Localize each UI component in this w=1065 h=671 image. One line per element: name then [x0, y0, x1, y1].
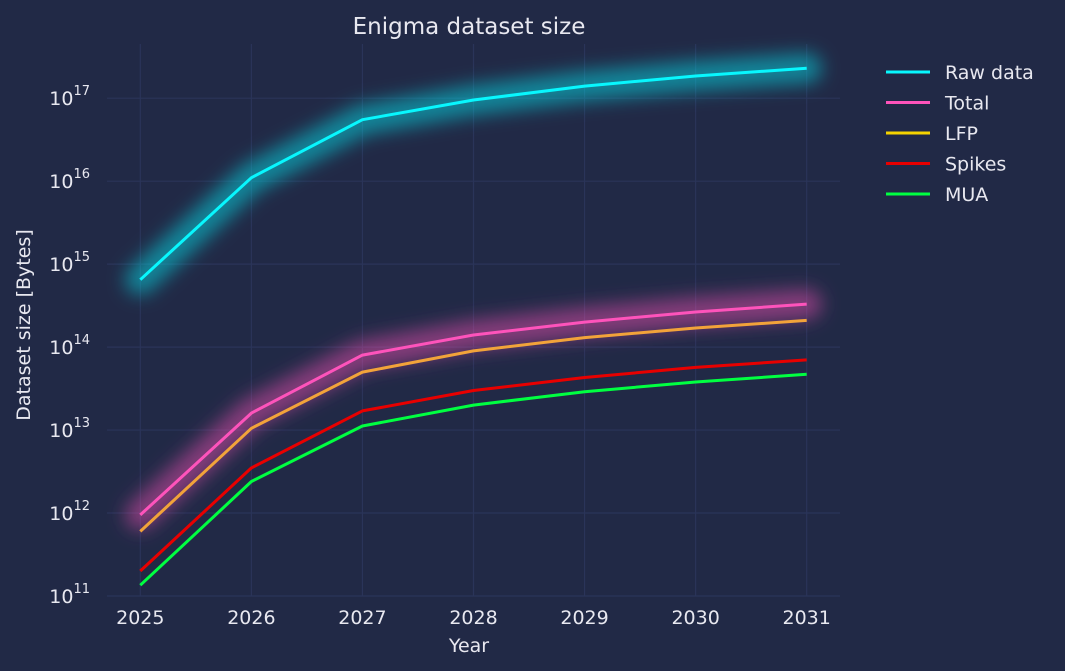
y-tick-label: 1012 [49, 499, 90, 525]
series-line-raw-data [139, 66, 807, 281]
legend-label: Total [944, 93, 989, 115]
x-tick-label: 2029 [560, 607, 608, 629]
series-line-total [139, 302, 807, 517]
y-tick-label: 1013 [49, 416, 90, 442]
legend-label: Spikes [945, 154, 1006, 176]
y-tick-label: 1017 [49, 84, 90, 110]
y-tick-label: 1015 [49, 250, 90, 276]
y-axis-ticks: 1011 1012 1013 1014 1015 1016 1017 [49, 84, 90, 608]
series-layer [139, 66, 807, 587]
legend-label: Raw data [945, 62, 1034, 84]
series-line-spikes [139, 358, 807, 573]
legend-item-mua: MUA [886, 184, 988, 206]
legend-item-lfp: LFP [886, 123, 978, 145]
x-tick-label: 2025 [116, 607, 164, 629]
legend-item-total: Total [886, 93, 989, 115]
x-axis-label: Year [448, 635, 489, 657]
x-tick-label: 2027 [338, 607, 386, 629]
legend-label: LFP [945, 123, 978, 145]
legend: Raw data Total LFP Spikes MUA [886, 62, 1034, 206]
x-tick-label: 2028 [449, 607, 497, 629]
chart-title: Enigma dataset size [353, 14, 586, 40]
legend-label: MUA [945, 184, 988, 206]
series-line-mua [139, 372, 807, 587]
legend-item-raw-data: Raw data [886, 62, 1034, 84]
y-tick-label: 1016 [49, 167, 90, 193]
legend-item-spikes: Spikes [886, 154, 1006, 176]
y-tick-label: 1014 [49, 333, 90, 359]
x-tick-label: 2026 [227, 607, 275, 629]
x-tick-label: 2030 [671, 607, 719, 629]
x-axis-ticks: 2025 2026 2027 2028 2029 2030 2031 [116, 607, 831, 629]
series-line-lfp [139, 318, 807, 533]
y-tick-label: 1011 [49, 582, 90, 608]
x-tick-label: 2031 [783, 607, 831, 629]
y-axis-label: Dataset size [Bytes] [13, 229, 35, 420]
